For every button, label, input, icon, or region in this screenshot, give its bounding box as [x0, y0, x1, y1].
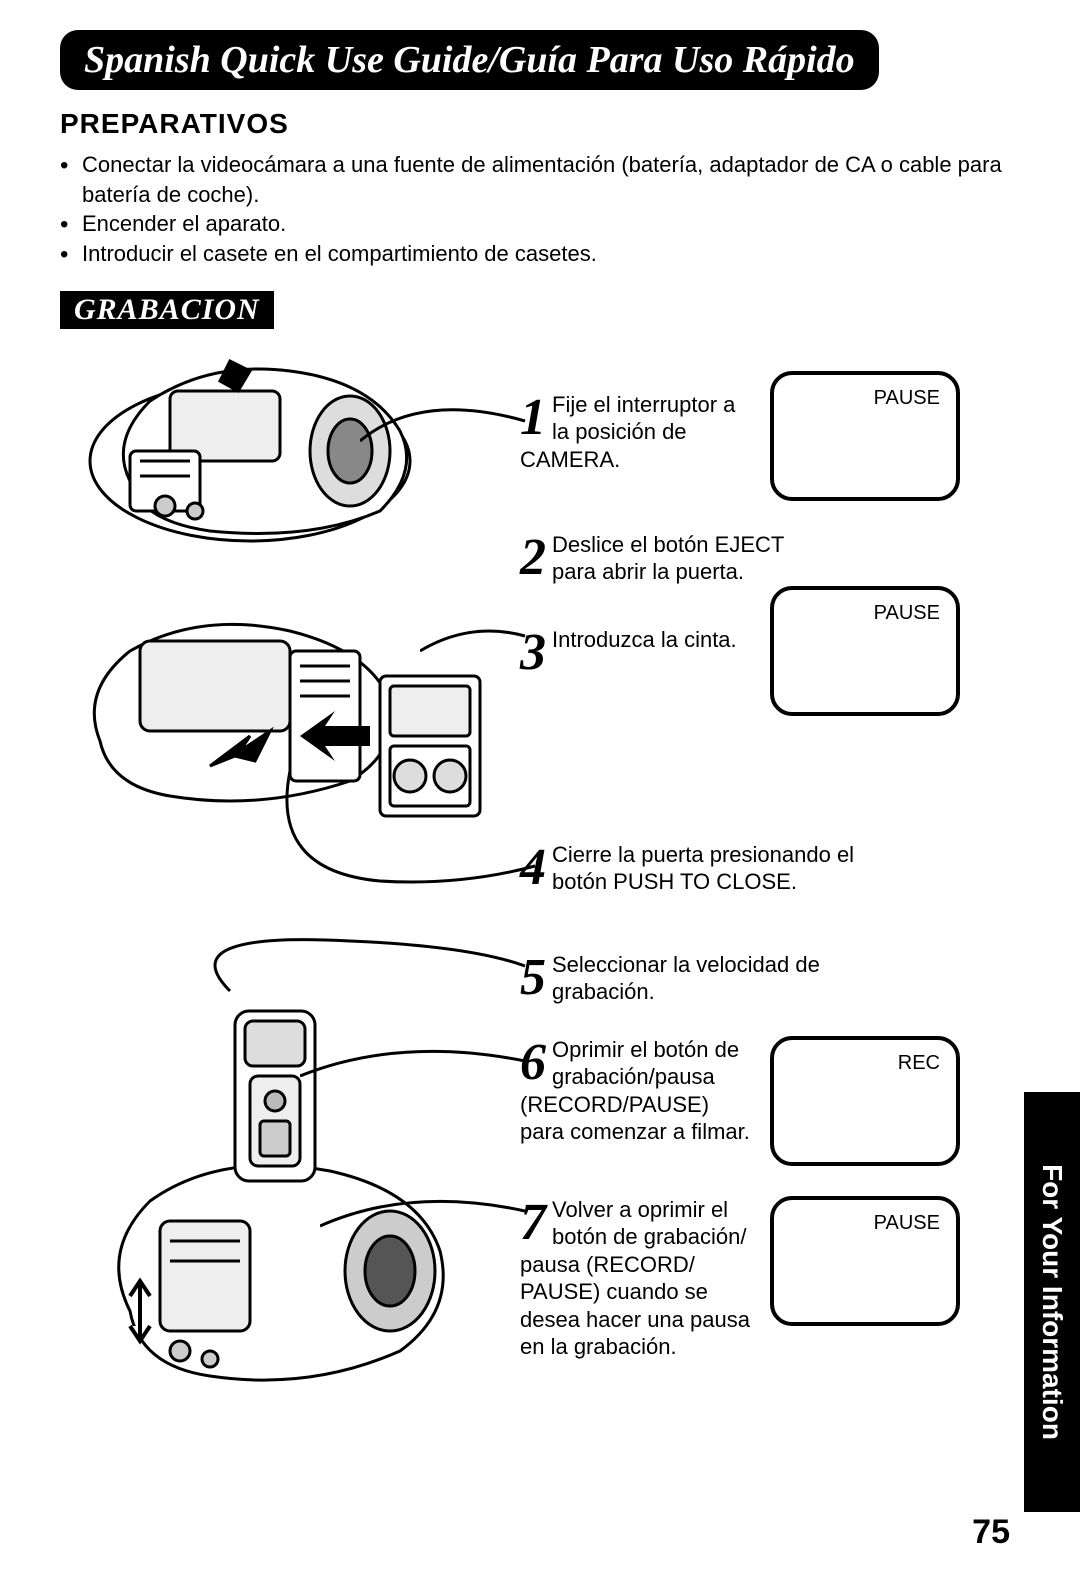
preparativos-heading: PREPARATIVOS: [60, 108, 1020, 140]
step-2: 2 Deslice el botón EJECT para abrir la p…: [520, 531, 820, 586]
display-label: REC: [898, 1052, 940, 1075]
display-box-pause-2: PAUSE: [770, 586, 960, 716]
page-number: 75: [972, 1513, 1010, 1552]
display-box-rec: REC: [770, 1036, 960, 1166]
step-5-text: Seleccionar la velocidad de grabación.: [520, 951, 840, 1006]
step-4-text: Cierre la puerta presionando el botón PU…: [520, 841, 860, 896]
step-1-number: 1: [520, 397, 546, 439]
display-box-pause-1: PAUSE: [770, 371, 960, 501]
step-3-text: Introduzca la cinta.: [520, 626, 760, 654]
preparativos-item: Encender el aparato.: [60, 209, 1020, 239]
display-label: PAUSE: [874, 602, 940, 625]
step-2-text: Deslice el botón EJECT para abrir la pue…: [520, 531, 820, 586]
step-1-text: Fije el interruptor a la posición de CAM…: [520, 391, 750, 474]
step-7: 7 Volver a oprimir el botón de grabación…: [520, 1196, 755, 1361]
display-label: PAUSE: [874, 1212, 940, 1235]
step-2-number: 2: [520, 537, 546, 579]
step-4: 4 Cierre la puerta presionando el botón …: [520, 841, 860, 896]
step-3: 3 Introduzca la cinta.: [520, 626, 760, 674]
title-text: Spanish Quick Use Guide/Guía Para Uso Rá…: [84, 39, 855, 81]
step-3-number: 3: [520, 632, 546, 674]
content-area: 1 Fije el interruptor a la posición de C…: [60, 341, 1020, 1491]
page: Spanish Quick Use Guide/Guía Para Uso Rá…: [0, 0, 1080, 1572]
step-1: 1 Fije el interruptor a la posición de C…: [520, 391, 750, 474]
preparativos-item: Introducir el casete en el compartimient…: [60, 239, 1020, 269]
display-label: PAUSE: [874, 387, 940, 410]
step-6: 6 Oprimir el botón de grabación/pausa (R…: [520, 1036, 755, 1146]
step-5: 5 Seleccionar la velocidad de grabación.: [520, 951, 840, 1006]
grabacion-label: GRABACION: [60, 291, 274, 329]
side-tab: For Your Information: [1024, 1092, 1080, 1512]
step-7-text: Volver a oprimir el botón de grabación/ …: [520, 1196, 755, 1361]
step-6-text: Oprimir el botón de grabación/pausa (REC…: [520, 1036, 755, 1146]
side-tab-text: For Your Information: [1036, 1164, 1068, 1440]
preparativos-item: Conectar la videocámara a una fuente de …: [60, 150, 1020, 209]
step-7-number: 7: [520, 1202, 546, 1244]
title-banner: Spanish Quick Use Guide/Guía Para Uso Rá…: [60, 30, 879, 90]
display-box-pause-3: PAUSE: [770, 1196, 960, 1326]
step-6-number: 6: [520, 1042, 546, 1084]
preparativos-list: Conectar la videocámara a una fuente de …: [60, 150, 1020, 269]
step-4-number: 4: [520, 847, 546, 889]
